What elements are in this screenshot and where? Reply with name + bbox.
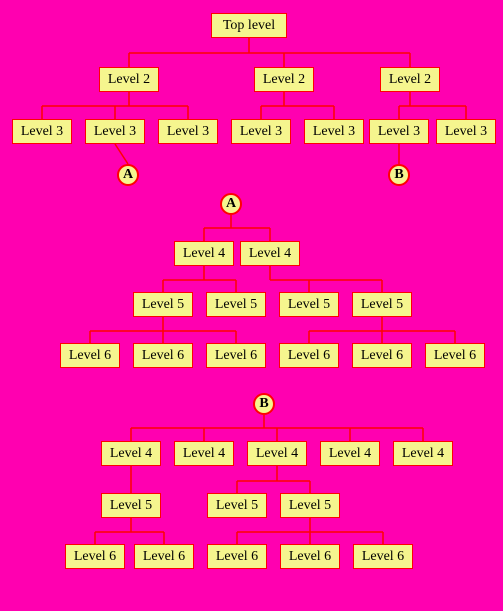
node-b_l6_1: Level 6 [65,544,125,569]
node-b_l4_5: Level 4 [393,441,453,466]
node-rootB: B [253,393,275,415]
node-a_l5_2: Level 5 [206,292,266,317]
node-b_l4_1: Level 4 [101,441,161,466]
node-b_l6_4: Level 6 [280,544,340,569]
node-a_l5_3: Level 5 [279,292,339,317]
node-a_l6_5: Level 6 [352,343,412,368]
node-a_l5_4: Level 5 [352,292,412,317]
node-b_l5_1: Level 5 [101,493,161,518]
node-b_l4_4: Level 4 [320,441,380,466]
node-b_l6_2: Level 6 [134,544,194,569]
node-b_l5_3: Level 5 [280,493,340,518]
node-a_l4_1: Level 4 [174,241,234,266]
node-l3_2: Level 3 [85,119,145,144]
node-a_l6_1: Level 6 [60,343,120,368]
node-refB: B [388,164,410,186]
node-b_l4_3: Level 4 [247,441,307,466]
node-l3_3: Level 3 [158,119,218,144]
node-a_l4_2: Level 4 [240,241,300,266]
node-a_l6_3: Level 6 [206,343,266,368]
node-b_l6_3: Level 6 [207,544,267,569]
node-refA: A [117,164,139,186]
node-b_l4_2: Level 4 [174,441,234,466]
node-a_l5_1: Level 5 [133,292,193,317]
node-b_l6_5: Level 6 [353,544,413,569]
node-l2a: Level 2 [99,67,159,92]
node-l2c: Level 2 [380,67,440,92]
node-l3_4: Level 3 [231,119,291,144]
node-a_l6_6: Level 6 [425,343,485,368]
node-l3_7: Level 3 [436,119,496,144]
node-b_l5_2: Level 5 [207,493,267,518]
node-a_l6_2: Level 6 [133,343,193,368]
node-l3_1: Level 3 [12,119,72,144]
node-a_l6_4: Level 6 [279,343,339,368]
node-l3_6: Level 3 [369,119,429,144]
node-l2b: Level 2 [254,67,314,92]
node-rootA: A [220,193,242,215]
node-top: Top level [211,13,287,38]
node-l3_5: Level 3 [304,119,364,144]
